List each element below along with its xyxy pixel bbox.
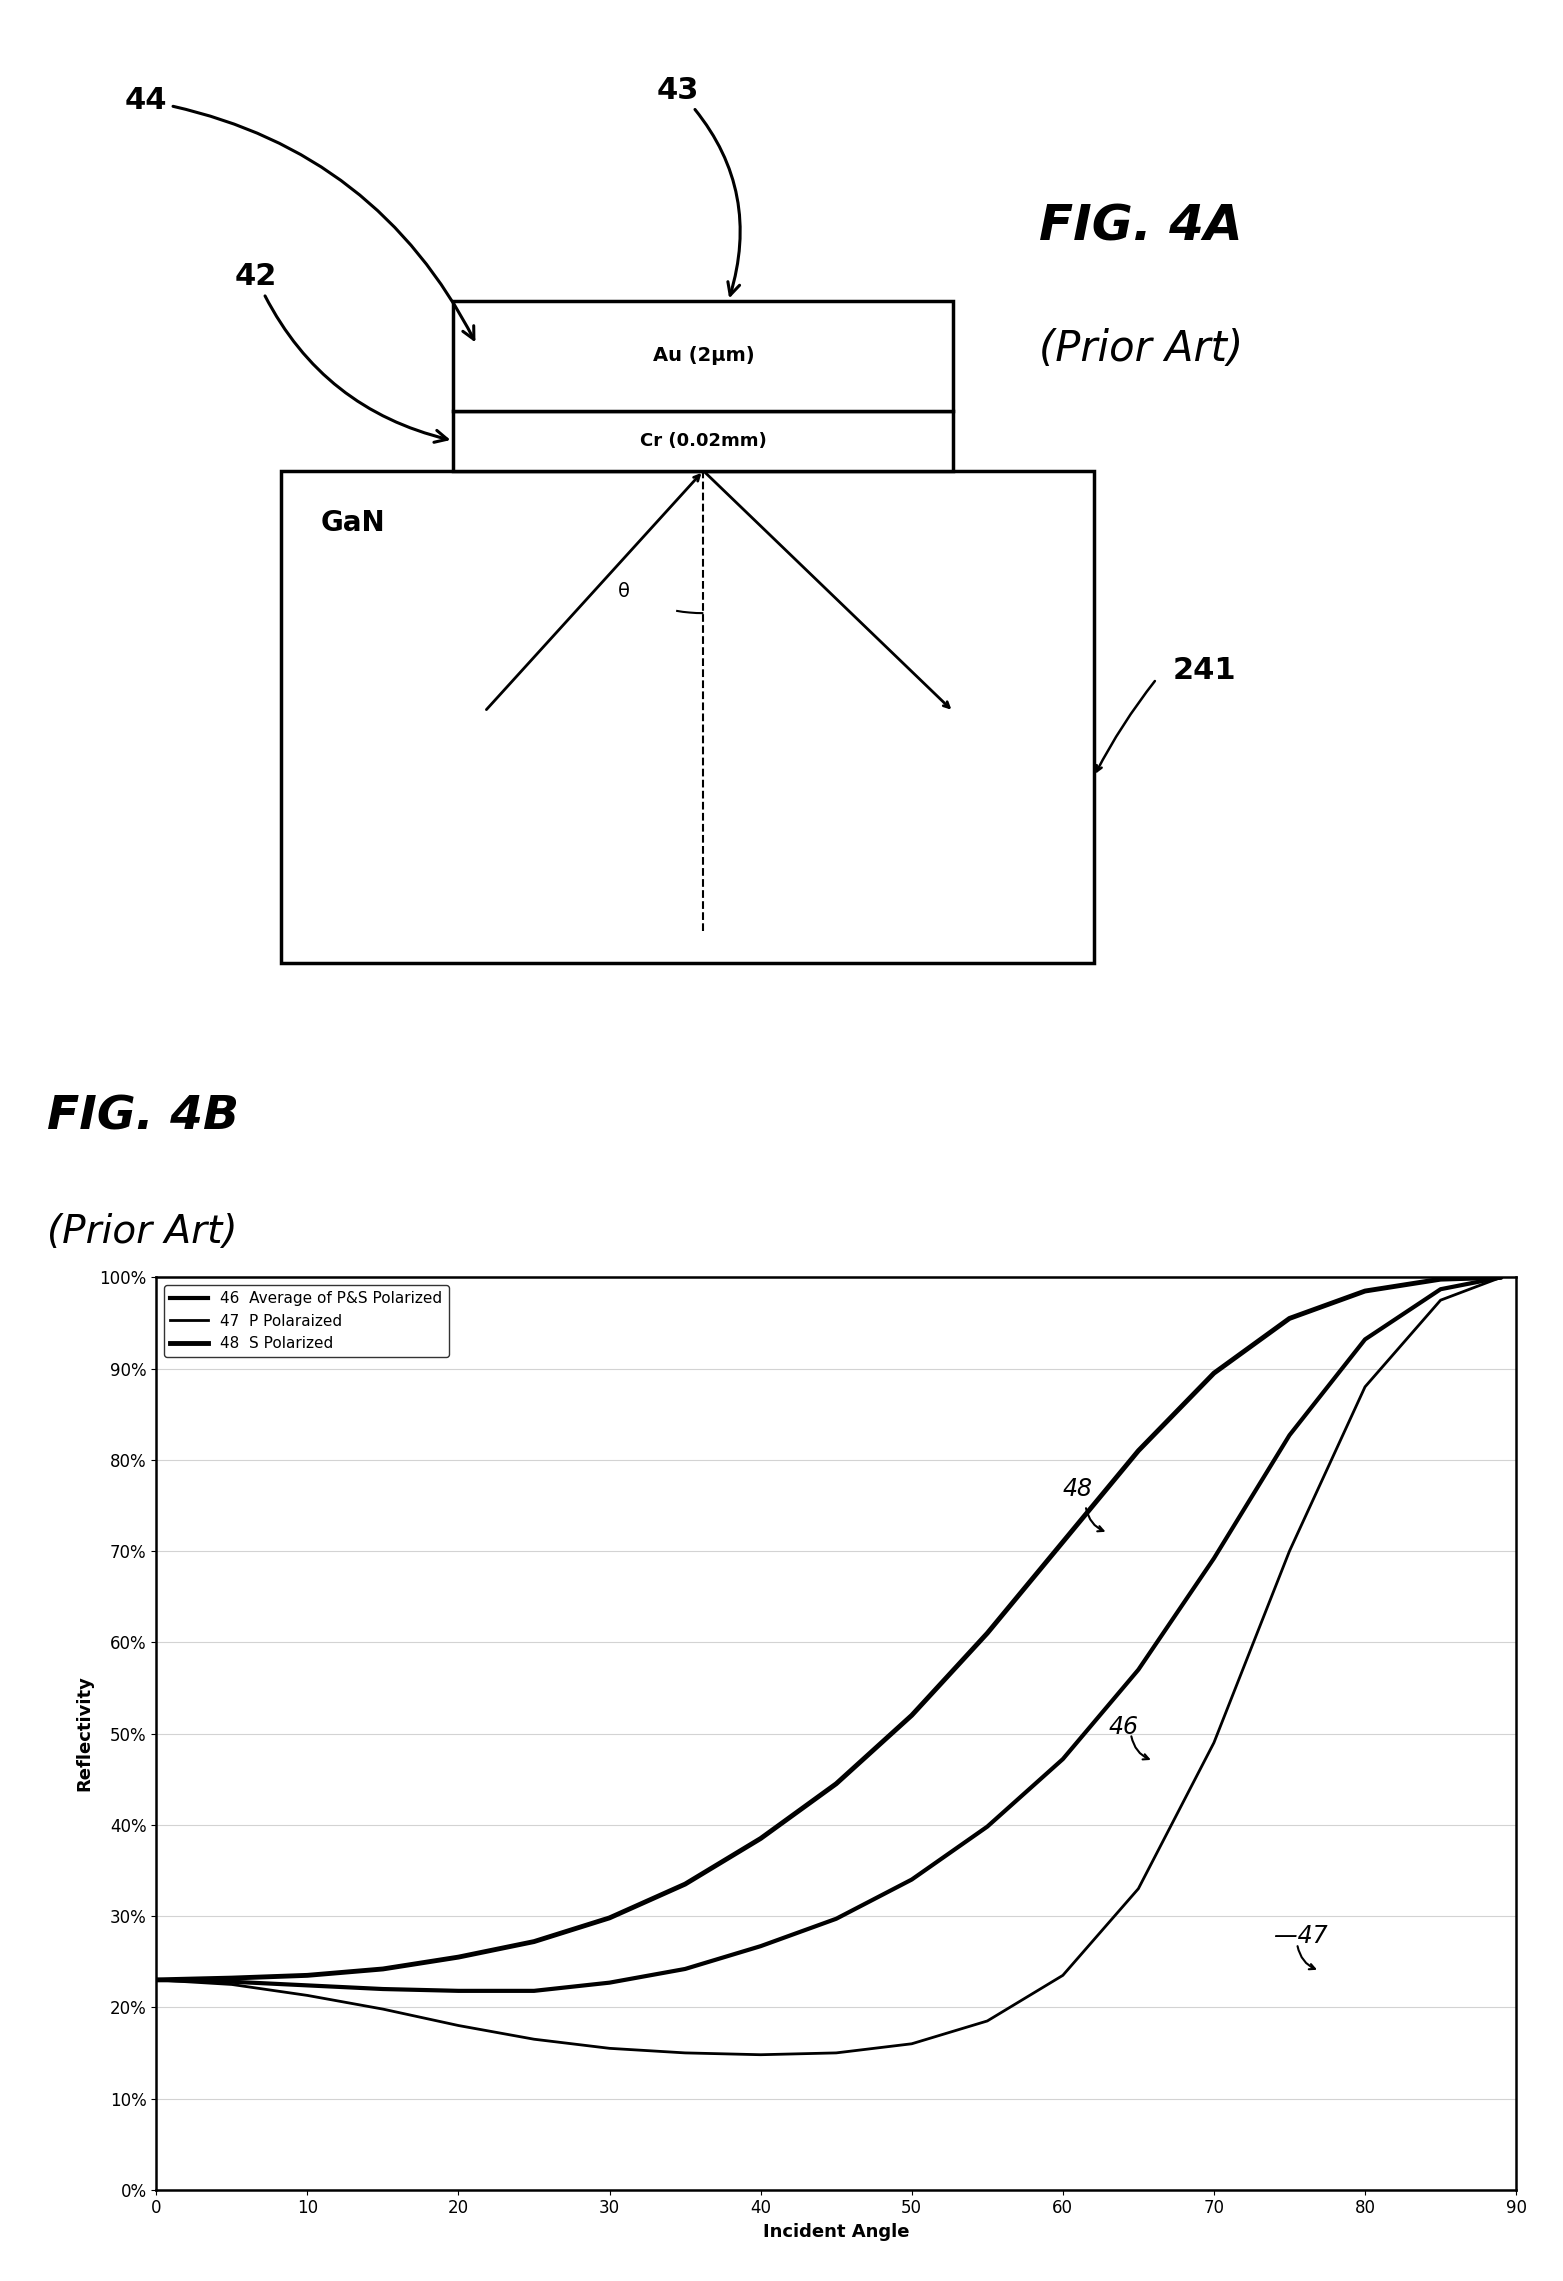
Text: —47: —47: [1274, 1925, 1329, 1948]
Text: 48: 48: [1063, 1478, 1093, 1501]
Text: 44: 44: [125, 87, 474, 340]
Text: GaN: GaN: [320, 509, 384, 536]
Text: (Prior Art): (Prior Art): [1039, 328, 1243, 370]
Text: FIG. 4A: FIG. 4A: [1039, 203, 1243, 251]
Bar: [281, 470, 1094, 963]
Text: 42: 42: [234, 262, 447, 443]
X-axis label: Incident Angle: Incident Angle: [763, 2224, 910, 2240]
Text: Au (2μm): Au (2μm): [652, 347, 755, 365]
Text: FIG. 4B: FIG. 4B: [47, 1095, 239, 1140]
Bar: [453, 411, 953, 470]
Text: Cr (0.02mm): Cr (0.02mm): [639, 431, 767, 449]
Text: 46: 46: [1108, 1715, 1138, 1738]
Text: θ: θ: [617, 582, 630, 600]
Bar: [453, 301, 953, 411]
Legend: 46  Average of P&S Polarized, 47  P Polaraized, 48  S Polarized: 46 Average of P&S Polarized, 47 P Polara…: [164, 1284, 449, 1357]
Y-axis label: Reflectivity: Reflectivity: [75, 1677, 94, 1791]
Text: 241: 241: [1172, 657, 1236, 684]
Text: 43: 43: [656, 75, 741, 294]
Text: (Prior Art): (Prior Art): [47, 1213, 238, 1252]
